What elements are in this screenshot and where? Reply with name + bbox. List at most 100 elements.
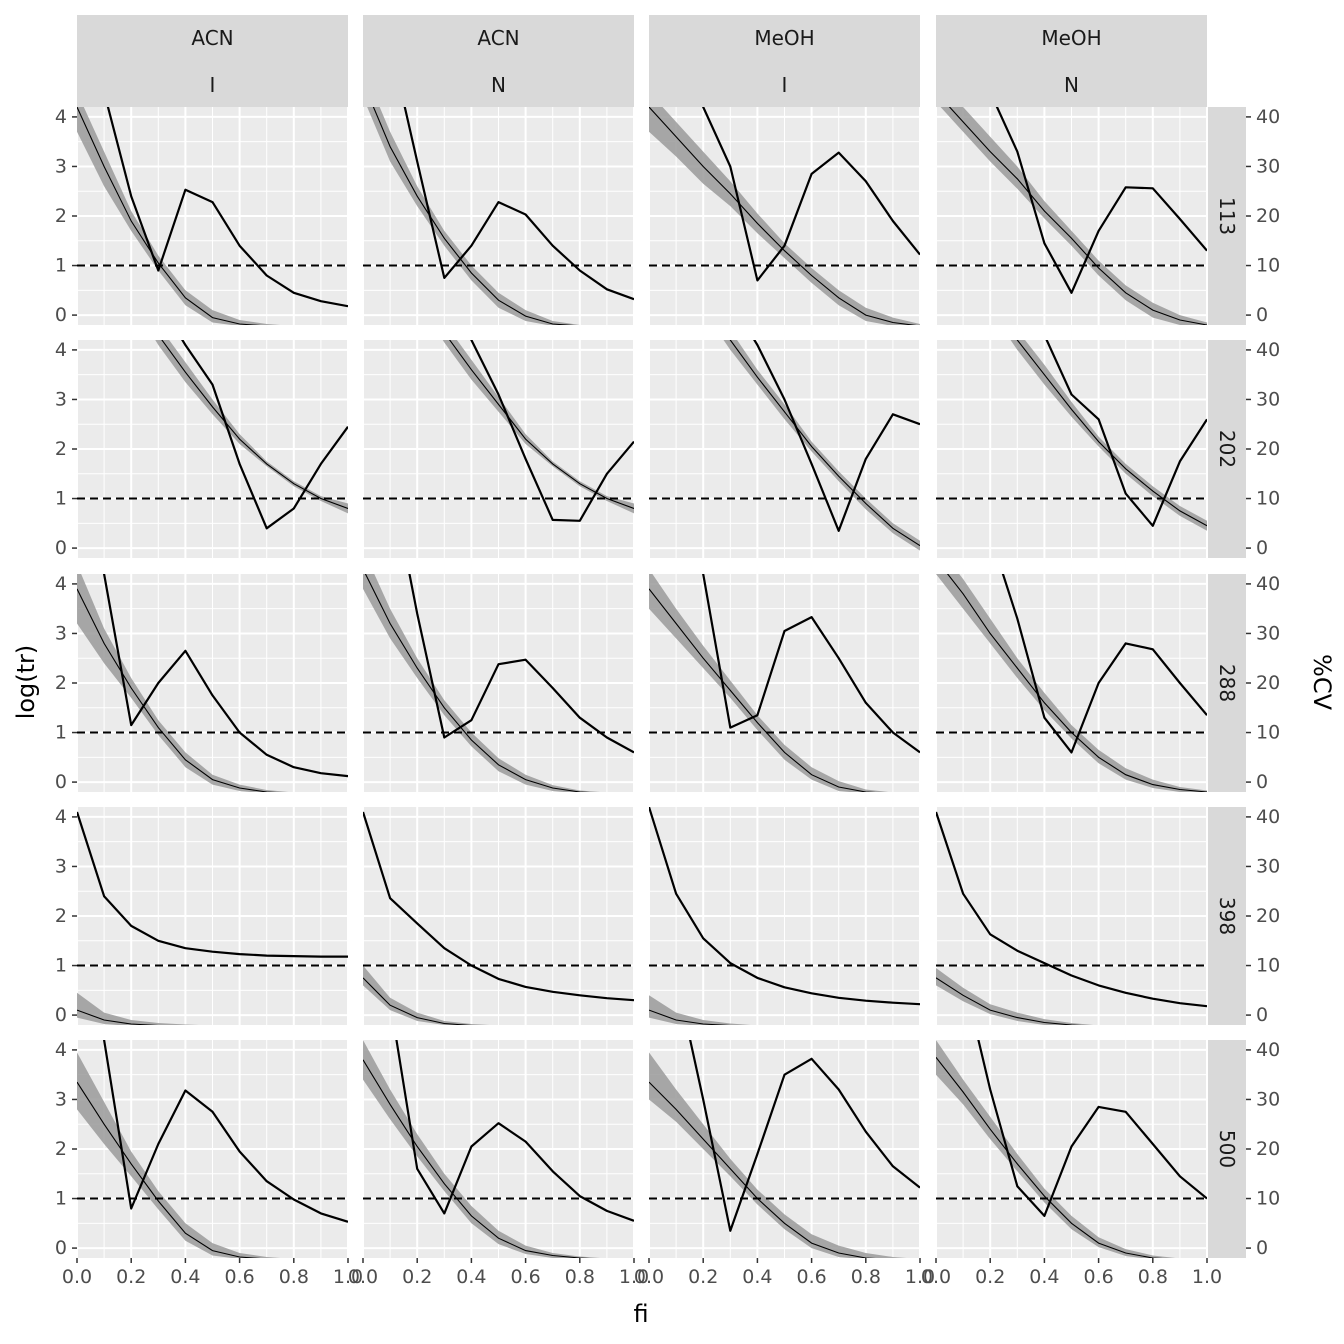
- facet-panel: [935, 107, 1208, 325]
- panel-plot-area: [936, 107, 1207, 325]
- x-tick-label: 1.0: [619, 1266, 649, 1288]
- y-tick-label-left: 2: [55, 672, 67, 694]
- panels-layer: [76, 107, 1208, 1258]
- y-tick-label-left: 2: [55, 905, 67, 927]
- x-tick-label: 0.2: [688, 1266, 718, 1288]
- cv-line: [702, 107, 920, 282]
- log-tr-line: [77, 107, 261, 325]
- y-tick-label-left: 3: [55, 855, 67, 877]
- y-tick-label-left: 3: [55, 388, 67, 410]
- x-tick-label: 1.0: [333, 1266, 363, 1288]
- x-tick-label: 0.4: [1029, 1266, 1059, 1288]
- panel-plot-area: [77, 574, 348, 792]
- cv-line: [1045, 340, 1207, 527]
- facet-panel: [76, 574, 349, 792]
- x-tick-label: 0.4: [456, 1266, 486, 1288]
- strip-background: [1208, 340, 1246, 558]
- panel-plot-area: [649, 807, 920, 1025]
- log-tr-line: [649, 588, 876, 792]
- facet-panel: [648, 807, 921, 1025]
- y-axis-left: 0 1 2 3 4: [55, 106, 77, 326]
- x-tick-label: 0.8: [565, 1266, 595, 1288]
- confidence-ribbon: [77, 1052, 281, 1258]
- panel-plot-area: [77, 1040, 348, 1258]
- facet-panel: [76, 807, 349, 1025]
- log-tr-line: [161, 340, 348, 510]
- panel-plot-area: [649, 107, 920, 325]
- cv-line: [936, 811, 1207, 1008]
- y-axis-right: 0 10 20 30 40: [1246, 806, 1280, 1026]
- facet-panel: [76, 340, 349, 558]
- strip-background: [1208, 1040, 1246, 1258]
- log-tr-line: [77, 1009, 162, 1025]
- x-axis-bottom: 0.0 0.2 0.4 0.6 0.8 1.0: [62, 1258, 363, 1288]
- y-tick-label-right: 30: [1256, 388, 1280, 410]
- x-tick-label: 0.2: [975, 1266, 1005, 1288]
- facet-panel: [935, 1040, 1208, 1258]
- confidence-ribbon: [723, 340, 920, 551]
- axes-layer: 0123401234012340123401234010203040010203…: [55, 106, 1280, 1288]
- panel-plot-area: [936, 574, 1207, 792]
- y-tick-label-right: 40: [1256, 1039, 1280, 1061]
- facet-panel: [935, 807, 1208, 1025]
- x-tick-label: 0.0: [348, 1266, 378, 1288]
- y-tick-label-right: 30: [1256, 155, 1280, 177]
- panel-plot-area: [649, 574, 920, 792]
- strip-background: [1208, 807, 1246, 1025]
- x-tick-label: 0.0: [634, 1266, 664, 1288]
- cv-line: [753, 340, 920, 532]
- panel-plot-area: [649, 1040, 920, 1258]
- strip-label-solvent: MeOH: [1041, 26, 1101, 50]
- y-tick-label-right: 20: [1256, 438, 1280, 460]
- x-tick-label: 0.6: [796, 1266, 826, 1288]
- facet-panel: [76, 1040, 349, 1258]
- x-tick-label: 1.0: [1192, 1266, 1222, 1288]
- strip-background: [1208, 107, 1246, 325]
- y-tick-label-left: 0: [55, 1004, 67, 1026]
- facet-panel: [648, 107, 921, 325]
- facet-panel: [935, 340, 1208, 558]
- cv-line: [1001, 574, 1207, 754]
- panel-plot-area: [77, 811, 348, 1025]
- cv-line: [403, 107, 634, 301]
- facet-panel: [648, 340, 921, 558]
- y-axis-title-left: log(tr): [12, 645, 40, 720]
- y-tick-label-left: 3: [55, 622, 67, 644]
- y-tick-label-right: 20: [1256, 205, 1280, 227]
- log-tr-line: [936, 977, 1082, 1025]
- facet-strip-right: 113: [1208, 107, 1246, 325]
- x-tick-label: 0.4: [742, 1266, 772, 1288]
- cv-line: [395, 1040, 634, 1222]
- facet-strip-right: 398: [1208, 807, 1246, 1025]
- strip-label-row: 398: [1215, 897, 1239, 935]
- cv-line: [470, 340, 634, 522]
- confidence-ribbon: [936, 574, 1207, 792]
- x-tick-label: 0.2: [402, 1266, 432, 1288]
- y-tick-label-right: 20: [1256, 1138, 1280, 1160]
- facet-panel: [648, 1040, 921, 1258]
- cv-line: [408, 574, 634, 754]
- facet-strip-right: 500: [1208, 1040, 1246, 1258]
- y-tick-label-right: 30: [1256, 622, 1280, 644]
- cv-line: [181, 340, 348, 530]
- cv-line: [102, 1040, 348, 1223]
- y-tick-label-right: 40: [1256, 339, 1280, 361]
- x-tick-label: 0.4: [170, 1266, 200, 1288]
- confidence-ribbon: [940, 107, 1207, 325]
- y-tick-label-right: 30: [1256, 855, 1280, 877]
- facet-strip-top: MeOH N: [936, 15, 1207, 107]
- confidence-ribbon: [363, 574, 601, 792]
- facet-panel: [362, 107, 635, 325]
- y-tick-label-right: 40: [1256, 806, 1280, 828]
- y-tick-label-right: 0: [1256, 537, 1268, 559]
- y-tick-label-left: 1: [55, 722, 67, 744]
- cv-line: [689, 1040, 920, 1232]
- facet-panel: [362, 574, 635, 792]
- facet-strip-right: 202: [1208, 340, 1246, 558]
- log-tr-line: [649, 1081, 876, 1258]
- y-tick-label-left: 1: [55, 955, 67, 977]
- confidence-ribbon: [649, 107, 920, 325]
- panel-plot-area: [363, 574, 634, 792]
- y-tick-label-left: 2: [55, 205, 67, 227]
